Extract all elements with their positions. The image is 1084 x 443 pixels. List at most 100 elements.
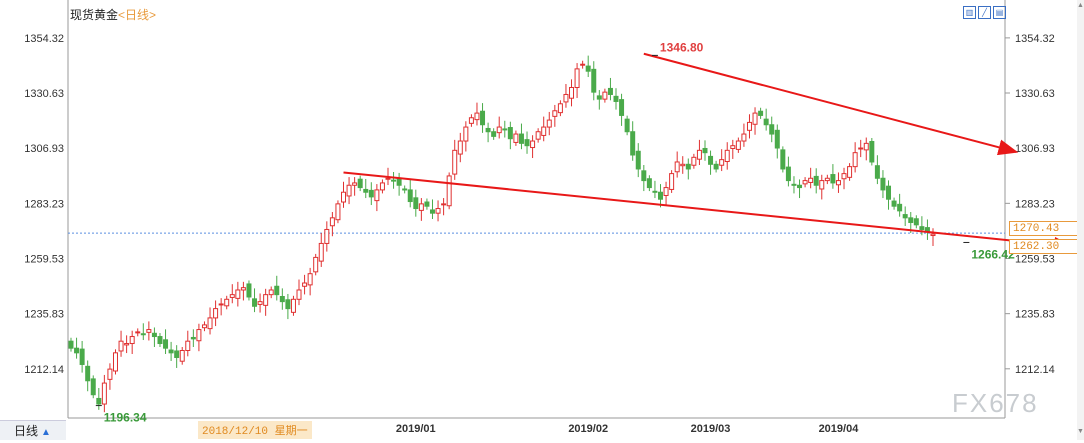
candle-body — [802, 180, 808, 185]
candle-body — [190, 336, 196, 340]
candle-body — [163, 339, 169, 349]
candle-body — [774, 129, 780, 149]
candle-body — [196, 329, 202, 342]
candle-body — [835, 180, 841, 186]
cursor-date-label: 2018/12/10 星期一 — [198, 421, 312, 439]
draw-line-icon[interactable]: ╱ — [978, 6, 991, 19]
scroll-up-icon[interactable]: ▲ — [1077, 2, 1084, 9]
x-tick-label: 2019/01 — [396, 423, 436, 435]
candle-body — [735, 140, 741, 150]
chart-title: 现货黄金<日线> — [70, 6, 156, 23]
candle-body — [279, 296, 285, 303]
candle-body — [368, 189, 374, 198]
candle-body — [930, 233, 936, 237]
candle-body — [680, 163, 686, 167]
candle-body — [858, 147, 864, 150]
candle-body — [746, 121, 752, 131]
candle-body — [79, 348, 85, 365]
trendline-lower — [343, 171, 1075, 253]
annotation-label: 1196.34 — [104, 411, 147, 425]
y-tick-label-right: 1330.63 — [1015, 88, 1055, 100]
y-tick-label-right: 1283.23 — [1015, 198, 1055, 210]
candle-body — [302, 282, 308, 287]
candle-body — [357, 178, 363, 189]
candle-body — [313, 256, 319, 273]
candle-body — [90, 378, 96, 396]
candle-body — [485, 127, 491, 133]
candle-body — [474, 112, 480, 121]
y-tick-label-right: 1212.14 — [1015, 364, 1055, 376]
candle-body — [785, 166, 791, 182]
candle-body — [847, 166, 853, 178]
candle-body — [557, 103, 563, 114]
period-selector-label: 日线 — [14, 424, 39, 438]
candle-body — [619, 99, 625, 116]
candle-body — [480, 110, 486, 126]
candle-body — [468, 117, 474, 124]
candle-body — [151, 332, 157, 338]
annotation-label: 1266.42 — [971, 247, 1015, 261]
x-tick-label: 2019/03 — [691, 423, 731, 435]
candle-body — [157, 336, 163, 345]
candle-body — [146, 329, 152, 333]
candle-body — [168, 349, 174, 354]
candle-body — [329, 217, 335, 227]
candle-body — [296, 289, 302, 300]
x-tick-label: 2019/04 — [819, 423, 860, 435]
candle-body — [518, 133, 524, 144]
candle-body — [74, 347, 80, 354]
candle-body — [569, 86, 575, 99]
candle-body — [897, 203, 903, 212]
y-tick-label-left: 1212.14 — [24, 364, 64, 376]
period-label[interactable]: <日线> — [118, 8, 157, 22]
period-selector-button[interactable]: 日线 ▲ — [0, 420, 66, 440]
candle-body — [641, 170, 647, 182]
candle-body — [657, 191, 663, 200]
triangle-up-icon: ▲ — [41, 427, 51, 438]
candle-body — [274, 285, 280, 296]
candle-body — [463, 126, 469, 142]
candle-body — [758, 110, 764, 116]
candle-body — [441, 203, 447, 206]
candle-body — [791, 183, 797, 186]
candle-body — [580, 63, 586, 66]
scroll-down-icon[interactable]: ▼ — [1077, 428, 1084, 435]
candle-body — [841, 173, 847, 180]
candle-body — [124, 343, 130, 346]
candle-body — [457, 140, 463, 155]
candle-body — [307, 273, 313, 286]
candle-body — [919, 226, 925, 230]
candle-body — [524, 139, 530, 147]
candle-body — [635, 150, 641, 170]
candle-body — [741, 133, 747, 142]
candle-body — [507, 127, 513, 140]
candle-body — [290, 298, 296, 313]
y-tick-label-left: 1330.63 — [24, 88, 64, 100]
candle-body — [229, 294, 235, 298]
y-tick-label-right: 1235.83 — [1015, 309, 1055, 321]
candle-body — [341, 191, 347, 203]
indicator-icon[interactable]: ▥ — [963, 6, 976, 19]
candle-body — [118, 340, 124, 352]
candle-body — [413, 197, 419, 210]
draw-tool-icon[interactable]: ▤ — [993, 6, 1006, 19]
candle-body — [140, 333, 146, 336]
candle-body — [240, 287, 246, 291]
candle-body — [602, 91, 608, 100]
candle-body — [630, 131, 636, 156]
candle-body — [535, 131, 541, 140]
candle-body — [685, 163, 691, 170]
candle-body — [574, 68, 580, 88]
y-tick-label-right: 1354.32 — [1015, 33, 1055, 45]
candle-body — [213, 308, 219, 319]
candle-body — [886, 185, 892, 200]
candle-body — [663, 187, 669, 196]
candle-body — [719, 159, 725, 166]
candle-body — [218, 303, 224, 306]
candle-body — [363, 188, 369, 193]
vertical-scrollbar[interactable]: ▲ ▼ — [1077, 0, 1084, 440]
y-tick-label-left: 1354.32 — [24, 33, 64, 45]
candle-body — [863, 142, 869, 151]
candle-body — [335, 203, 341, 221]
